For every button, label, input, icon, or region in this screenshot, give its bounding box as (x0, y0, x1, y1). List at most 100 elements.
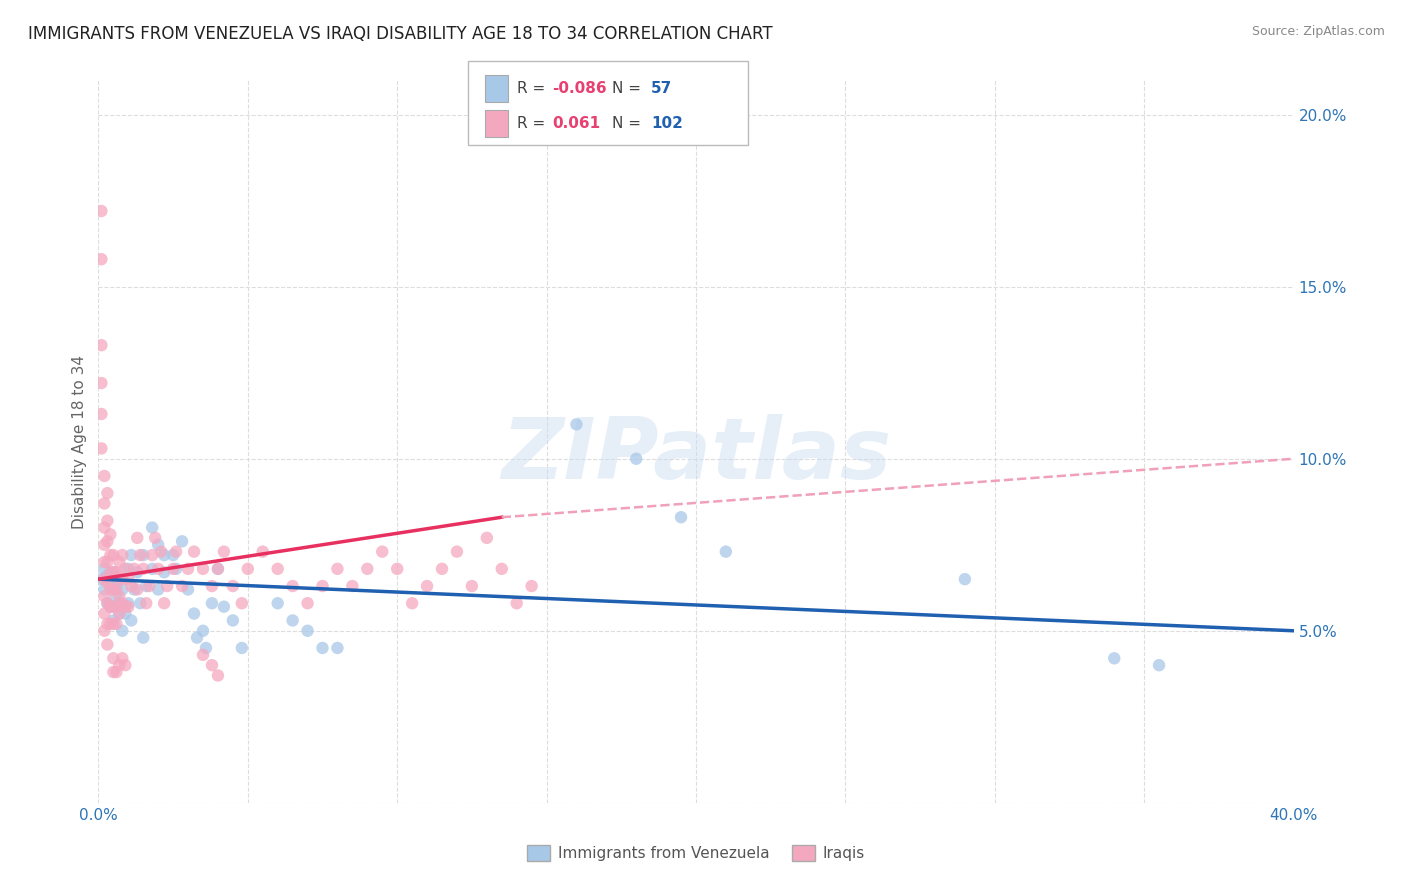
Point (105, 582, 128, 597)
Point (153, 596, 176, 610)
Point (201, 579, 224, 593)
Point (93, 582, 115, 597)
Point (105, 665, 128, 679)
Point (162, 562, 184, 576)
Point (416, 579, 439, 593)
Point (96, 596, 118, 610)
Point (135, 579, 157, 593)
Point (177, 562, 200, 576)
Text: -0.086: -0.086 (553, 81, 607, 96)
Point (98, 616, 122, 631)
Text: 57: 57 (651, 81, 672, 96)
Point (96, 638, 118, 652)
Point (98, 599, 122, 614)
Point (98, 582, 122, 597)
Point (96, 616, 118, 631)
Point (371, 544, 394, 558)
Point (430, 562, 453, 576)
Point (93, 538, 115, 552)
Point (93, 520, 115, 534)
Point (626, 451, 648, 466)
Point (195, 640, 218, 655)
Point (311, 640, 333, 655)
Point (326, 562, 349, 576)
Point (222, 579, 245, 593)
Point (120, 614, 142, 628)
Point (103, 599, 125, 614)
Point (105, 590, 128, 604)
Point (98, 548, 122, 562)
Point (129, 548, 152, 562)
Point (506, 596, 529, 610)
Point (114, 599, 136, 614)
Point (103, 616, 125, 631)
Point (93, 607, 115, 621)
Point (491, 562, 513, 576)
Point (207, 668, 229, 682)
Point (93, 572, 115, 586)
Point (117, 596, 139, 610)
Point (96, 534, 118, 549)
Point (281, 579, 304, 593)
Point (93, 469, 115, 483)
Point (90, 572, 112, 586)
Text: N =: N = (612, 116, 645, 131)
Point (1147, 658, 1170, 673)
Text: 102: 102 (651, 116, 683, 131)
Point (236, 562, 259, 576)
Point (201, 596, 224, 610)
Point (177, 582, 200, 597)
Point (267, 562, 290, 576)
Point (212, 599, 235, 614)
Point (186, 631, 208, 645)
Point (565, 417, 588, 432)
Point (267, 596, 290, 610)
Point (141, 562, 163, 576)
Point (98, 566, 122, 580)
Point (93, 624, 115, 638)
Point (326, 640, 349, 655)
Point (212, 544, 235, 558)
Point (311, 579, 333, 593)
Point (132, 548, 155, 562)
Point (127, 582, 149, 597)
Point (103, 651, 125, 665)
Text: N =: N = (612, 81, 645, 96)
Point (156, 579, 179, 593)
Point (98, 579, 122, 593)
Point (401, 596, 423, 610)
Point (105, 579, 128, 593)
Point (222, 614, 245, 628)
Point (141, 548, 163, 562)
Point (135, 596, 157, 610)
Point (231, 596, 253, 610)
Point (191, 562, 214, 576)
Point (111, 651, 134, 665)
Point (96, 514, 118, 528)
Point (108, 555, 131, 569)
Point (162, 548, 184, 562)
Point (103, 566, 125, 580)
Point (105, 599, 128, 614)
Point (165, 562, 187, 576)
Point (172, 579, 194, 593)
Text: ZIPatlas: ZIPatlas (501, 415, 891, 498)
Point (183, 607, 205, 621)
Point (96, 555, 118, 569)
Point (103, 665, 125, 679)
Point (117, 562, 139, 576)
Point (90, 407, 112, 421)
Point (461, 579, 484, 593)
Point (153, 548, 176, 562)
Point (124, 582, 146, 597)
Point (127, 566, 149, 580)
Point (117, 572, 139, 586)
Point (281, 614, 304, 628)
Point (953, 572, 976, 586)
Y-axis label: Disability Age 18 to 34: Disability Age 18 to 34 (72, 354, 87, 529)
Point (108, 607, 131, 621)
Point (191, 648, 214, 662)
Point (90, 338, 112, 352)
Point (201, 658, 224, 673)
Point (108, 658, 131, 673)
